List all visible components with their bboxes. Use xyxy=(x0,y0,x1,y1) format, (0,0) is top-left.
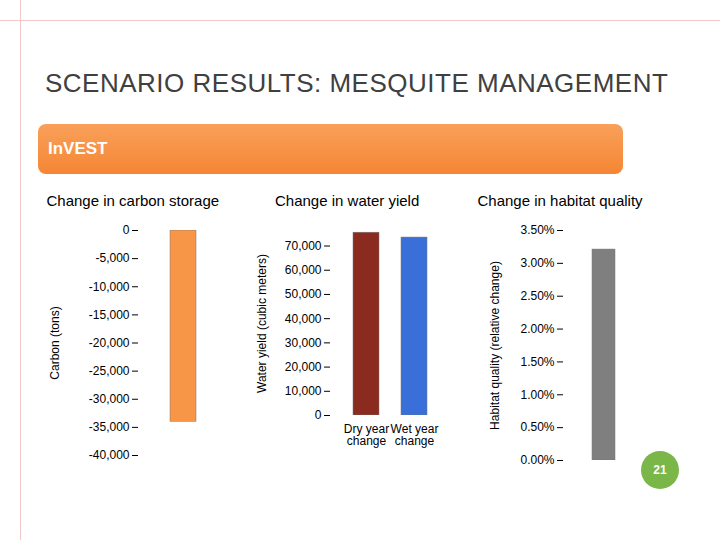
svg-text:3.50%: 3.50% xyxy=(520,223,554,237)
svg-text:Carbon (tons): Carbon (tons) xyxy=(48,306,62,379)
svg-text:3.00%: 3.00% xyxy=(520,256,554,270)
svg-text:-25,000: -25,000 xyxy=(89,364,130,378)
svg-text:1.50%: 1.50% xyxy=(520,355,554,369)
svg-text:0: 0 xyxy=(123,223,130,237)
svg-text:0.00%: 0.00% xyxy=(520,453,554,467)
svg-text:-35,000: -35,000 xyxy=(89,420,130,434)
svg-text:0: 0 xyxy=(315,408,322,422)
svg-text:2.50%: 2.50% xyxy=(520,289,554,303)
svg-text:-10,000: -10,000 xyxy=(89,280,130,294)
html-text:21: 21 xyxy=(653,463,667,477)
svg-text:Wet yearchange: Wet yearchange xyxy=(391,422,439,448)
svg-text:40,000: 40,000 xyxy=(285,311,322,325)
svg-text:0.50%: 0.50% xyxy=(520,420,554,434)
svg-text:70,000: 70,000 xyxy=(285,239,322,253)
svg-text:2.00%: 2.00% xyxy=(520,322,554,336)
svg-text:60,000: 60,000 xyxy=(285,263,322,277)
html-text:Change in carbon storage: Change in carbon storage xyxy=(46,192,220,209)
svg-text:-30,000: -30,000 xyxy=(89,392,130,406)
svg-text:Habitat quality (relative chan: Habitat quality (relative change) xyxy=(488,261,502,430)
html-text:InVEST: InVEST xyxy=(48,139,108,158)
svg-text:Dry yearchange: Dry yearchange xyxy=(344,422,389,448)
svg-text:-20,000: -20,000 xyxy=(89,336,130,350)
html-text:SCENARIO RESULTS: MESQUITE MAN: SCENARIO RESULTS: MESQUITE MANAGEMENT xyxy=(45,68,669,98)
svg-text:-15,000: -15,000 xyxy=(89,308,130,322)
svg-text:50,000: 50,000 xyxy=(285,287,322,301)
svg-text:-40,000: -40,000 xyxy=(89,448,130,462)
svg-text:-5,000: -5,000 xyxy=(95,251,129,265)
html-text:Change in water yield: Change in water yield xyxy=(275,192,420,209)
svg-text:10,000: 10,000 xyxy=(285,384,322,398)
html-text:Change in habitat quality: Change in habitat quality xyxy=(477,192,643,209)
svg-text:20,000: 20,000 xyxy=(285,360,322,374)
svg-text:30,000: 30,000 xyxy=(285,336,322,350)
svg-text:1.00%: 1.00% xyxy=(520,388,554,402)
svg-text:Water yield (cubic meters): Water yield (cubic meters) xyxy=(255,254,269,393)
